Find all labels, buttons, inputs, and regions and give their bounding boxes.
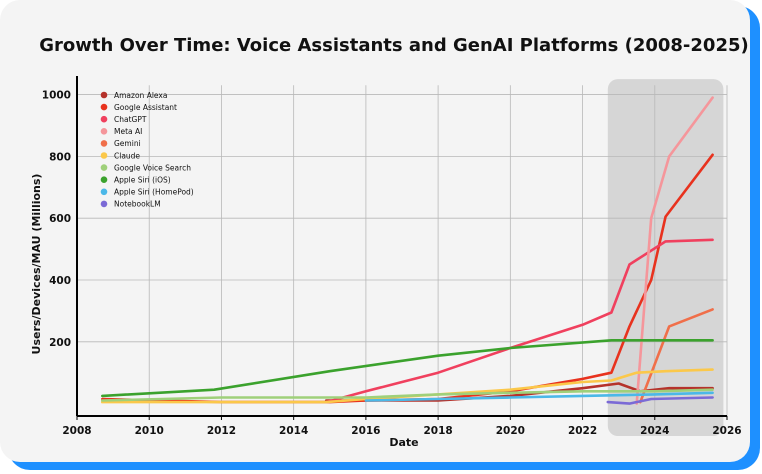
x-tick-label: 2010 <box>135 425 164 437</box>
y-axis-label: Users/Devices/MAU (Millions) <box>30 174 43 355</box>
legend-marker <box>100 176 108 183</box>
legend-label: Google Voice Search <box>114 163 191 172</box>
legend-label: NotebookLM <box>114 200 161 209</box>
legend-marker <box>100 103 108 111</box>
legend-label: Amazon Alexa <box>114 91 167 100</box>
series-line-chatgpt <box>324 238 714 404</box>
axes-layer <box>76 76 727 417</box>
legend-marker <box>100 91 108 99</box>
legend-marker <box>100 164 108 171</box>
legend: Amazon Alexa Google Assistant ChatGPT Meta … <box>100 91 194 209</box>
legend-marker <box>100 152 108 159</box>
y-tick-label: 200 <box>49 337 71 349</box>
x-tick-label: 2016 <box>351 425 380 437</box>
grid-layer <box>76 85 728 416</box>
series-line-notebooklm <box>606 396 714 405</box>
y-tick-label: 400 <box>49 275 71 287</box>
x-tick-label: 2026 <box>712 425 741 437</box>
x-tick-label: 2018 <box>423 425 452 437</box>
x-tick-label: 2012 <box>207 425 236 437</box>
legend-label: Gemini <box>114 139 141 148</box>
legend-label: Claude <box>114 151 140 160</box>
ticks-layer: 2008 2010 2012 2014 2016 2018 2020 2022 2024 2026… <box>42 90 742 437</box>
legend-label: Meta AI <box>114 127 142 136</box>
y-tick-label: 800 <box>49 151 71 163</box>
highlight-region <box>607 79 724 436</box>
legend-label: Apple Siri (iOS) <box>114 176 171 185</box>
x-tick-label: 2022 <box>568 425 597 437</box>
x-tick-label: 2020 <box>496 425 525 437</box>
legend-marker <box>100 115 108 123</box>
legend-marker <box>100 140 108 147</box>
x-tick-label: 2024 <box>640 425 669 437</box>
series-line-claude <box>101 368 714 404</box>
series-line-apple-siri-ios <box>101 338 714 398</box>
legend-marker <box>100 188 108 196</box>
legend-marker <box>100 200 108 208</box>
x-tick-label: 2008 <box>62 425 91 437</box>
series-line-gemini <box>638 308 714 404</box>
legend-marker <box>100 128 108 135</box>
y-tick-label: 600 <box>49 213 71 225</box>
x-tick-label: 2014 <box>279 425 308 437</box>
series-line-meta-ai <box>635 96 714 405</box>
chart-title: Growth Over Time: Voice Assistants and G… <box>39 35 748 56</box>
series-line-apple-siri-homepod <box>364 391 714 402</box>
legend-label: Apple Siri (HomePod) <box>114 188 194 197</box>
legend-label: Google Assistant <box>114 103 177 112</box>
legend-label: ChatGPT <box>114 115 147 124</box>
series-layer <box>101 96 714 405</box>
x-axis-label: Date <box>389 436 418 449</box>
series-line-google-voice-search <box>101 388 714 402</box>
y-tick-label: 1000 <box>42 90 71 102</box>
highlight-layer <box>607 79 724 436</box>
